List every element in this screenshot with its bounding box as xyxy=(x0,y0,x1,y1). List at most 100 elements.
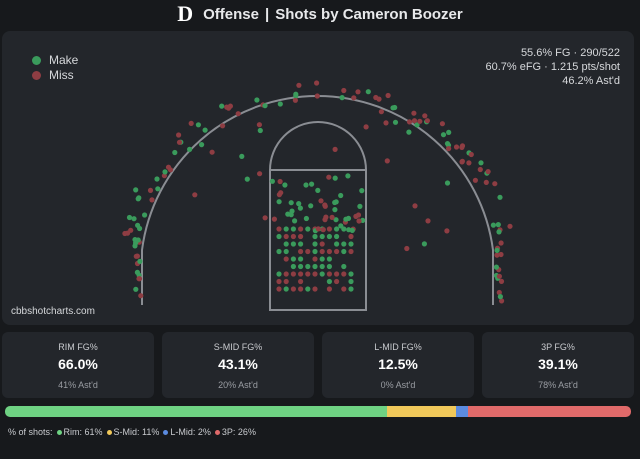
shot-dot xyxy=(338,223,344,229)
shot-dot xyxy=(283,278,289,285)
shot-dot xyxy=(298,248,304,255)
shot-dot xyxy=(290,233,296,240)
shot-dot xyxy=(444,228,450,234)
shot-dot xyxy=(312,271,318,277)
separator: | xyxy=(265,5,270,23)
shot-dot xyxy=(493,264,499,270)
shot-dot xyxy=(495,222,501,228)
shot-dot xyxy=(496,229,502,235)
shot-dot xyxy=(226,105,232,111)
shot-dot xyxy=(283,248,289,255)
shot-dot xyxy=(494,247,500,253)
shot-dot xyxy=(312,256,318,262)
shot-dot xyxy=(305,263,311,270)
shot-dot xyxy=(498,278,505,284)
shot-dot xyxy=(133,286,139,292)
shot-dot xyxy=(290,271,296,277)
card-label: RIM FG% xyxy=(58,342,98,352)
shot-dot xyxy=(497,294,503,300)
shot-dot xyxy=(485,169,491,175)
shot-dot xyxy=(134,253,140,259)
shot-dot xyxy=(326,286,332,292)
shot-dot xyxy=(348,278,354,285)
distribution-title: % of shots: xyxy=(8,427,53,437)
shot-dot xyxy=(134,269,140,275)
shot-dot xyxy=(466,160,472,166)
legend-marker xyxy=(32,55,41,65)
shot-dot xyxy=(378,109,384,115)
shot-dot xyxy=(305,286,311,292)
shot-dot xyxy=(326,278,332,285)
shot-dot xyxy=(334,271,340,277)
card-sub: 41% Ast'd xyxy=(58,380,98,390)
shot-dot xyxy=(298,263,304,270)
shot-dot xyxy=(356,218,362,224)
shot-dot xyxy=(262,103,268,109)
shot-dot xyxy=(298,241,304,247)
shot-dot xyxy=(176,139,183,145)
distribution-legend-item: L-Mid: 2% xyxy=(163,427,211,437)
shot-dot xyxy=(319,256,325,262)
court-panel: Make Miss 55.6% FG · 290/522 60.7% eFG ·… xyxy=(2,31,634,325)
shot-dot xyxy=(446,129,452,135)
shot-dot xyxy=(338,192,344,199)
shot-dot xyxy=(282,182,288,188)
shot-dot xyxy=(345,173,351,179)
shot-dot xyxy=(283,226,289,232)
distribution-legend-dot xyxy=(163,430,169,435)
card-sub: 0% Ast'd xyxy=(380,380,416,390)
watermark: cbbshotcharts.com xyxy=(11,306,95,317)
shot-dot xyxy=(314,80,320,86)
shot-dot xyxy=(319,248,325,255)
shot-dot xyxy=(239,153,245,159)
shot-dot xyxy=(341,286,347,292)
shot-dot xyxy=(363,124,369,130)
shot-dot xyxy=(290,286,296,292)
shot-dot xyxy=(323,214,329,220)
shot-dot xyxy=(256,122,262,128)
shot-dot xyxy=(305,271,311,277)
shot-dot xyxy=(290,241,296,247)
shot-dot xyxy=(220,123,226,129)
shot-dot xyxy=(359,188,365,194)
shot-dot xyxy=(289,208,295,214)
shot-dot xyxy=(298,278,304,285)
shot-dot xyxy=(459,143,466,149)
shot-dot xyxy=(276,278,282,285)
shot-dot xyxy=(453,144,460,150)
shot-dot xyxy=(137,258,143,264)
shot-dot xyxy=(137,225,143,232)
lane xyxy=(269,169,367,311)
shot-dot xyxy=(135,196,141,202)
shot-dot xyxy=(283,233,289,240)
shot-dot xyxy=(348,286,354,292)
shot-dot xyxy=(155,186,161,192)
card-sub: 20% Ast'd xyxy=(218,380,258,390)
distribution-segment xyxy=(386,406,456,417)
shot-dot xyxy=(348,271,354,277)
card-value: 39.1% xyxy=(538,356,578,372)
shot-dot xyxy=(235,111,241,117)
shot-dot xyxy=(312,263,318,270)
shot-dot xyxy=(136,276,143,282)
shot-dot xyxy=(425,218,431,224)
shot-dot xyxy=(496,289,502,296)
shot-dot xyxy=(318,198,324,204)
shot-dot xyxy=(288,200,294,206)
shot-dot xyxy=(319,233,325,240)
shot-dot xyxy=(219,103,225,109)
shot-dot xyxy=(195,122,201,128)
summary-stat: 46.2% Ast'd xyxy=(562,75,620,87)
shot-dot xyxy=(192,192,198,198)
card-value: 43.1% xyxy=(218,356,258,372)
legend-item: Miss xyxy=(32,68,74,82)
shot-dot xyxy=(209,149,215,155)
shot-dot xyxy=(326,271,332,277)
distribution-legend-label: L-Mid: 2% xyxy=(170,427,211,437)
shot-dot xyxy=(125,230,131,236)
shot-dot xyxy=(446,146,452,152)
shot-dot xyxy=(334,226,340,232)
shot-dot xyxy=(303,215,309,222)
shot-dot xyxy=(277,101,283,107)
